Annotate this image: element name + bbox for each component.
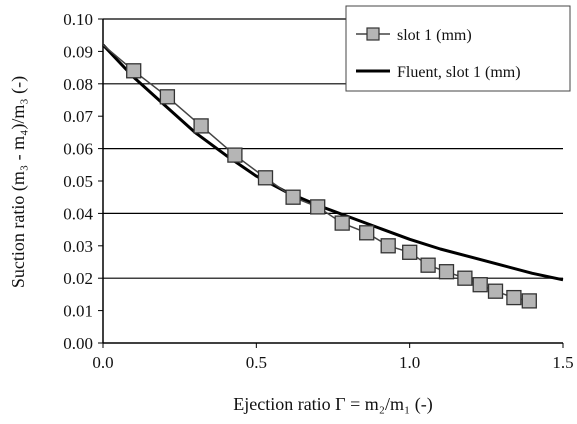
data-point-slot1 <box>359 225 375 241</box>
x-tick-label: 1.5 <box>552 353 573 372</box>
y-tick-labels: 0.00 0.01 0.02 0.03 0.04 0.05 0.06 0.07 0.08 0.09… <box>63 10 93 353</box>
x-tick-label: 0.0 <box>92 353 113 372</box>
data-point-slot1 <box>126 63 142 79</box>
y-tick-label: 0.07 <box>63 107 93 126</box>
data-point-slot1 <box>159 89 176 105</box>
data-point-slot1 <box>334 215 350 231</box>
data-point-slot1 <box>521 293 537 309</box>
data-point-slot1 <box>402 244 418 260</box>
y-tick-label: 0.00 <box>63 334 93 353</box>
data-point-slot1 <box>227 147 243 163</box>
y-tick-label: 0.09 <box>63 42 93 61</box>
x-tick-labels: 0.0 0.5 1.0 1.5 <box>92 353 573 372</box>
y-tick-label: 0.01 <box>63 302 93 321</box>
x-axis-title: Ejection ratio Γ = m₂/m₁ (-) <box>233 394 433 415</box>
y-tick-label: 0.06 <box>63 140 93 159</box>
legend-marker-slot1 <box>366 27 380 41</box>
legend-label-fluent: Fluent, slot 1 (mm) <box>397 64 521 81</box>
axes <box>98 18 564 348</box>
legend-label-slot1: slot 1 (mm) <box>397 27 472 44</box>
data-point-slot1 <box>438 264 455 280</box>
data-point-slot1 <box>487 283 504 299</box>
series <box>101 43 564 309</box>
data-point-slot1 <box>310 199 326 215</box>
data-point-slot1 <box>506 289 522 306</box>
data-point-slot1 <box>257 170 274 186</box>
legend: slot 1 (mm) Fluent, slot 1 (mm) <box>345 5 571 92</box>
y-tick-label: 0.02 <box>63 269 93 288</box>
y-axis-title: Suction ratio (m₃ - m₄)/m₃ (-) <box>8 76 29 288</box>
y-tick-label: 0.03 <box>63 237 93 256</box>
data-point-slot1 <box>472 277 488 293</box>
legend-box <box>345 5 571 92</box>
data-point-slot1 <box>285 189 301 205</box>
data-point-slot1 <box>380 238 396 254</box>
data-point-slot1 <box>457 270 473 286</box>
series-line-fluent <box>101 43 564 282</box>
x-tick-label: 1.0 <box>399 353 420 372</box>
data-point-slot1 <box>420 257 436 273</box>
x-tick-label: 0.5 <box>246 353 267 372</box>
y-tick-label: 0.08 <box>63 75 93 94</box>
y-tick-label: 0.04 <box>63 204 93 223</box>
data-point-slot1 <box>193 118 209 134</box>
y-tick-label: 0.10 <box>63 10 93 29</box>
y-tick-label: 0.05 <box>63 172 93 191</box>
